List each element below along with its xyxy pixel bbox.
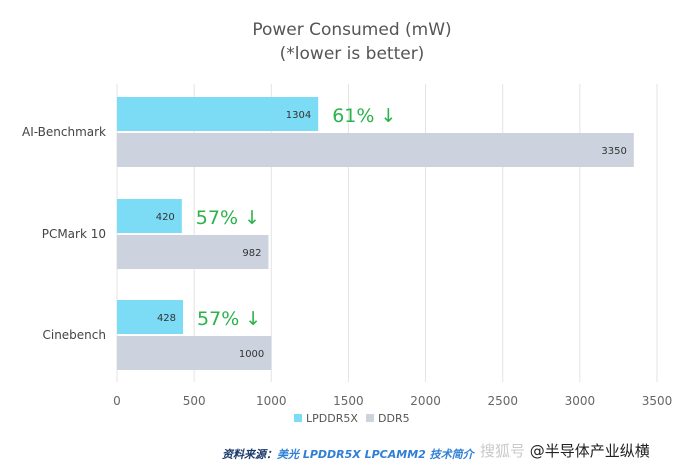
x-tick-label: 2500 xyxy=(487,394,518,408)
bar-lpddr5x-0 xyxy=(117,97,319,131)
bar-value-label: 428 xyxy=(157,313,176,324)
x-tick-label: 1000 xyxy=(256,394,287,408)
x-tick-label: 3000 xyxy=(565,394,596,408)
reduction-annotation: 61% ↓ xyxy=(332,105,396,127)
legend: LPDDR5X DDR5 xyxy=(294,412,410,425)
bar-ddr5-2 xyxy=(117,336,272,370)
chart-title: Power Consumed (mW) xyxy=(252,20,451,40)
watermark-faint: 搜狐号 xyxy=(480,442,526,460)
x-tick-label: 1500 xyxy=(333,394,364,408)
watermark: 搜狐号 @半导体产业纵横 xyxy=(480,440,650,461)
legend-swatch-ddr5 xyxy=(366,414,374,422)
bar-lpddr5x-2 xyxy=(117,300,184,334)
bar-ddr5-1 xyxy=(117,235,269,269)
reduction-annotation: 57% ↓ xyxy=(196,207,260,229)
bar-value-label: 982 xyxy=(242,248,261,259)
source-prefix: 资料来源： xyxy=(222,448,277,461)
bar-value-label: 1304 xyxy=(286,110,311,121)
source-title: 美光 LPDDR5X LPCAMM2 技术简介 xyxy=(277,448,474,461)
source-caption: 资料来源：美光 LPDDR5X LPCAMM2 技术简介 xyxy=(222,446,474,462)
bar-value-label: 1000 xyxy=(239,349,264,360)
x-tick-label: 2000 xyxy=(410,394,441,408)
legend-label: DDR5 xyxy=(378,412,410,425)
legend-label: LPDDR5X xyxy=(306,412,358,425)
bar-value-label: 420 xyxy=(156,212,175,223)
labels: 0 500 1000 1500 2000 2500 3000 3500 AI-Benchmark… xyxy=(22,105,672,408)
chart-subtitle: (*lower is better) xyxy=(280,44,425,64)
x-tick-label: 500 xyxy=(183,394,206,408)
category-label: AI-Benchmark xyxy=(22,125,106,139)
bar-lpddr5x-1 xyxy=(117,199,182,233)
bar-ddr5-0 xyxy=(117,133,634,167)
category-label: PCMark 10 xyxy=(42,227,106,241)
x-tick-label: 0 xyxy=(113,394,121,408)
bar-chart: Power Consumed (mW) (*lower is better) 0… xyxy=(22,20,672,425)
legend-swatch-lpddr5x xyxy=(294,414,302,422)
bars xyxy=(117,97,634,370)
category-label: Cinebench xyxy=(42,328,106,342)
chart-card: Power Consumed (mW) (*lower is better) 0… xyxy=(12,2,688,442)
x-tick-label: 3500 xyxy=(642,394,673,408)
watermark-text: @半导体产业纵横 xyxy=(529,442,650,460)
bar-value-label: 3350 xyxy=(601,146,626,157)
reduction-annotation: 57% ↓ xyxy=(197,308,261,330)
